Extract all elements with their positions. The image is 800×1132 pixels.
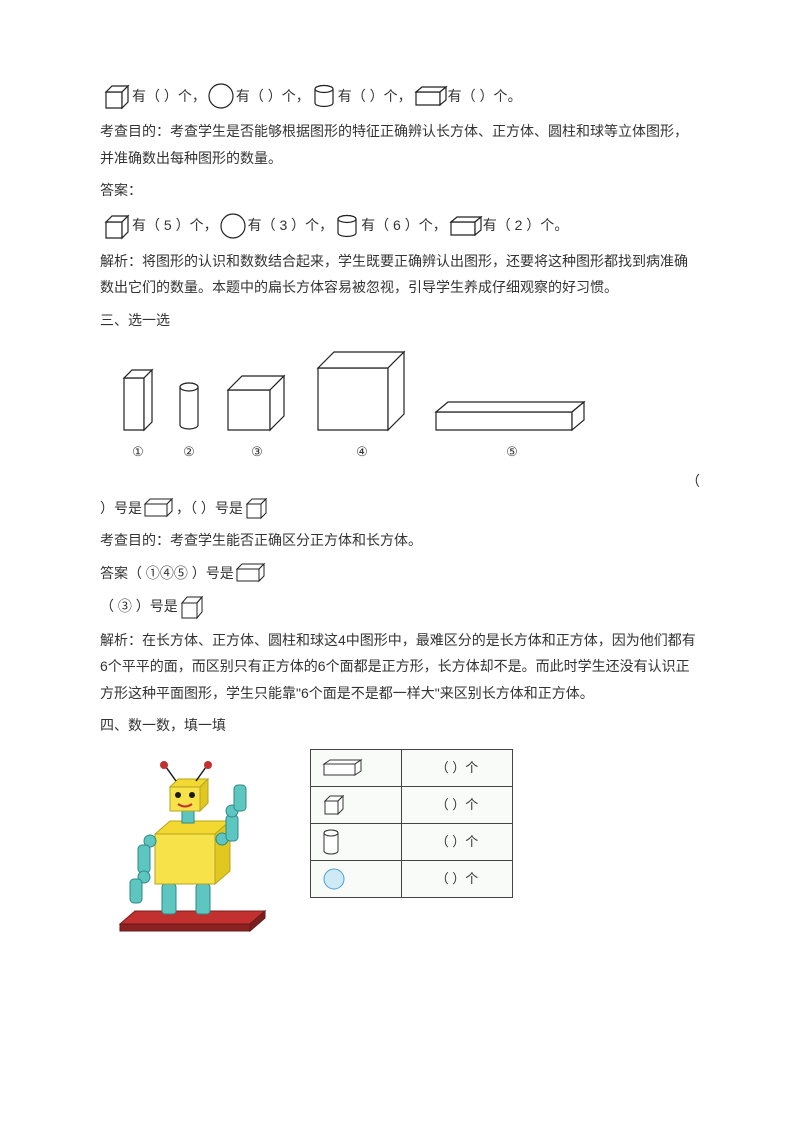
cylinder-icon <box>333 212 361 240</box>
cube-icon <box>100 80 132 112</box>
q1-ans-3: 有（ 6 ）个 <box>361 212 433 239</box>
table-row: （ ）个 <box>311 750 513 787</box>
cuboid-icon <box>412 84 448 108</box>
q1-blank-2: 有（ ）个 <box>236 83 296 110</box>
q3-shape-1: ① <box>120 364 156 465</box>
q3-purpose: 考查目的：考查学生能否正确区分正方体和长方体。 <box>100 527 700 554</box>
cuboid-icon <box>321 758 391 778</box>
q1-blank-1: 有（ ）个 <box>132 83 192 110</box>
count-table: （ ）个 （ ）个 （ ）个 （ ）个 <box>310 749 513 898</box>
cylinder-icon <box>310 82 338 110</box>
q1-purpose: 考查目的：考查学生是否能够根据图形的特征正确辨认长方体、正方体、圆柱和球等立体图… <box>100 118 700 171</box>
q3-shape-4: ④ <box>312 348 412 465</box>
q3-question-line2: ）号是 ，（ ）号是 <box>100 495 700 522</box>
q1-answers-row: 有（ 5 ）个 ， 有（ 3 ）个 ， 有（ 6 ）个 ， 有（ 2 ）个 。 <box>100 210 700 242</box>
q4-title: 四、数一数，填一填 <box>100 712 700 739</box>
q3-title: 三、选一选 <box>100 307 700 334</box>
q1-ans-2: 有（ 3 ）个 <box>248 212 320 239</box>
q1-answer-label: 答案： <box>100 177 700 204</box>
q1-ans-1: 有（ 5 ）个 <box>132 212 204 239</box>
cube-icon <box>100 210 132 242</box>
cube-small-icon <box>178 593 206 621</box>
q1-blank-4: 有（ ）个 <box>448 83 508 110</box>
table-row: （ ）个 <box>311 824 513 861</box>
circle-icon <box>206 81 236 111</box>
q3-question-line: （ <box>100 468 700 495</box>
circle-icon <box>218 211 248 241</box>
table-row: （ ）个 <box>311 787 513 824</box>
q3-ans2: （ ③ ）号是 <box>100 593 700 621</box>
robot-figure <box>100 749 280 939</box>
cube-small-icon <box>243 495 269 521</box>
q3-shape-2: ② <box>176 379 202 465</box>
q3-analysis: 解析：在长方体、正方体、圆柱和球这4中图形中，最难区分的是长方体和正方体，因为他… <box>100 627 700 707</box>
document-page: 有（ ）个 ， 有（ ）个 ， 有（ ）个 ， 有（ ）个 。 考查目的：考查学… <box>0 0 800 1132</box>
q3-shape-5: ⑤ <box>432 398 592 465</box>
q4-content: （ ）个 （ ）个 （ ）个 （ ）个 <box>100 749 700 939</box>
q1-blank-3: 有（ ）个 <box>338 83 398 110</box>
cylinder-icon <box>321 828 391 856</box>
table-row: （ ）个 <box>311 861 513 898</box>
q3-shape-3: ③ <box>222 372 292 465</box>
q3-shapes-row: ① ② ③ ④ ⑤ <box>120 348 700 465</box>
cuboid-icon <box>447 214 483 238</box>
cuboid-small-icon <box>142 497 176 519</box>
cube-icon <box>321 793 391 817</box>
cuboid-small-icon <box>234 562 268 584</box>
q1-ans-4: 有（ 2 ）个 <box>483 212 555 239</box>
sphere-icon <box>321 866 391 892</box>
q1-blanks-row: 有（ ）个 ， 有（ ）个 ， 有（ ）个 ， 有（ ）个 。 <box>100 80 700 112</box>
q1-analysis: 解析：将图形的认识和数数结合起来，学生既要正确辨认出图形，还要将这种图形都找到病… <box>100 248 700 301</box>
q3-ans1: 答案（ ①④⑤ ）号是 <box>100 560 700 587</box>
